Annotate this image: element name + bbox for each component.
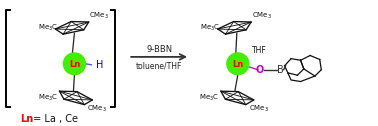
Circle shape (64, 53, 85, 75)
Text: THF: THF (252, 46, 266, 55)
Text: = La , Ce: = La , Ce (29, 114, 77, 124)
Text: Me$_3$C: Me$_3$C (199, 93, 219, 103)
Circle shape (227, 53, 249, 75)
Text: CMe$_3$: CMe$_3$ (252, 10, 272, 21)
Text: Me$_3$C: Me$_3$C (37, 23, 58, 33)
Text: Me$_3$C: Me$_3$C (37, 93, 58, 103)
Text: Ln: Ln (232, 60, 243, 69)
Text: O: O (256, 65, 264, 75)
Text: B: B (277, 65, 284, 75)
Text: H: H (96, 60, 104, 70)
Text: 9-BBN: 9-BBN (146, 44, 172, 54)
Text: Ln: Ln (69, 60, 80, 69)
Text: CMe$_3$: CMe$_3$ (87, 104, 107, 114)
Text: Me$_3$C: Me$_3$C (200, 23, 220, 33)
Text: CMe$_3$: CMe$_3$ (249, 104, 269, 114)
Text: Ln: Ln (21, 114, 34, 124)
Text: toluene/THF: toluene/THF (136, 61, 182, 70)
Text: CMe$_3$: CMe$_3$ (89, 10, 109, 21)
